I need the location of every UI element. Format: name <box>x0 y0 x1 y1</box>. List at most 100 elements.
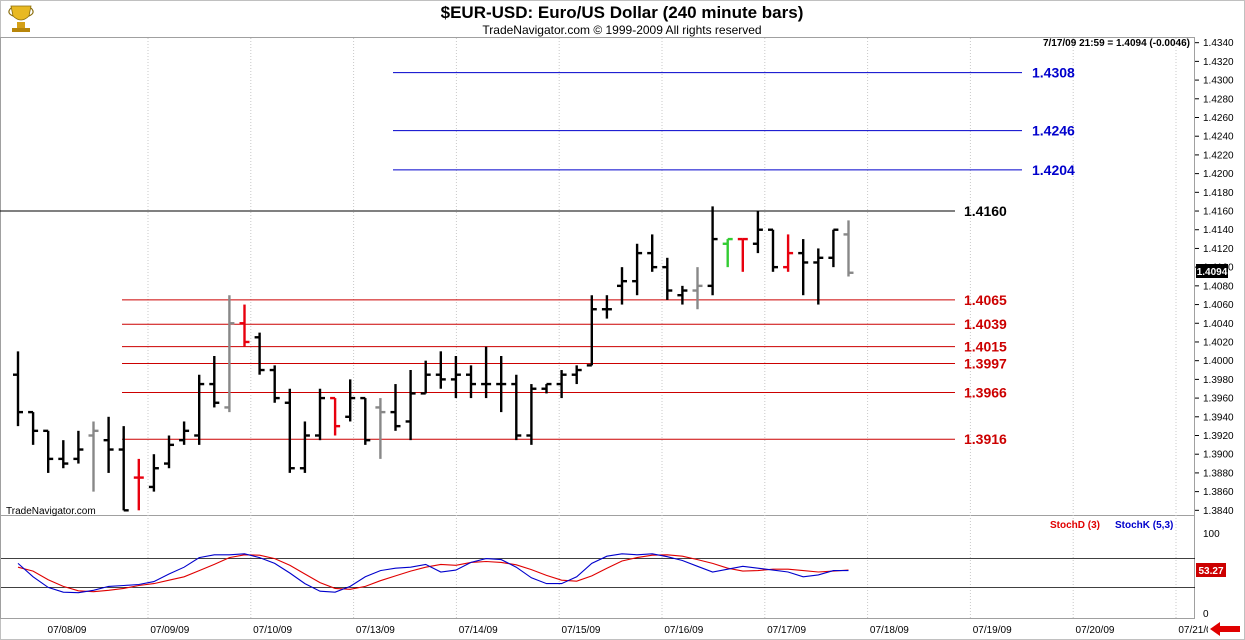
scroll-right-arrow-icon[interactable] <box>1208 621 1244 637</box>
ohlc-bar <box>269 365 280 403</box>
ohlc-bar <box>601 295 612 319</box>
ohlc-bar <box>617 267 627 305</box>
price-levels: 1.4308 1.4246 1.4204 1.4160 1.4065 1.4039 1.40… <box>0 65 1075 447</box>
ohlc-bar <box>768 228 778 272</box>
support-label: 1.4039 <box>964 316 1007 332</box>
ohlc-bar <box>133 458 144 511</box>
ohlc-bar <box>435 351 446 389</box>
date-label: 07/19/09 <box>973 625 1012 636</box>
ohlc-bar <box>813 248 824 305</box>
price-tick-label: 1.4180 <box>1203 188 1234 199</box>
ohlc-bar <box>783 234 794 272</box>
ohlc-bar <box>466 365 476 399</box>
ohlc-bar <box>722 237 733 268</box>
price-tick-label: 1.4280 <box>1203 94 1234 105</box>
ohlc-bar <box>299 421 310 473</box>
vertical-gridlines <box>147 38 1177 618</box>
date-label: 07/10/09 <box>253 625 292 636</box>
ohlc-bar <box>541 382 552 394</box>
last-price-box <box>1196 264 1228 278</box>
date-label: 07/14/09 <box>459 625 498 636</box>
ohlc-bar <box>224 295 235 413</box>
ohlc-bar <box>496 356 507 413</box>
ohlc-bar <box>692 267 703 310</box>
price-tick-label: 1.3880 <box>1203 468 1234 479</box>
price-tick-label: 1.3960 <box>1203 394 1234 405</box>
stoch-tick-label: 100 <box>1203 529 1220 540</box>
price-tick-label: 1.4000 <box>1203 356 1234 367</box>
last-price-label: 1.4094 <box>1197 267 1228 278</box>
price-tick-label: 1.4300 <box>1203 76 1234 87</box>
price-panel <box>0 37 1195 516</box>
price-tick-label: 1.4120 <box>1203 244 1234 255</box>
support-label: 1.4015 <box>964 339 1007 355</box>
stochd-line <box>17 554 849 593</box>
price-tick-label: 1.3860 <box>1203 487 1234 498</box>
stoch-last-label: 53.27 <box>1198 566 1223 577</box>
date-label: 07/20/09 <box>1076 625 1115 636</box>
price-tick-label: 1.4160 <box>1203 207 1234 218</box>
ohlc-bar <box>390 384 401 431</box>
support-label: 1.4065 <box>964 292 1007 308</box>
ohlc-bar <box>556 370 567 399</box>
ohlc-bar <box>360 396 371 445</box>
resistance-label: 1.4204 <box>1032 162 1075 178</box>
trophy-logo-icon <box>8 5 34 32</box>
price-tick-label: 1.4060 <box>1203 300 1234 311</box>
ohlc-bar <box>662 257 673 300</box>
ohlc-bar <box>284 388 295 473</box>
ohlc-bar <box>737 237 748 272</box>
stoch-tick-label: 0 <box>1203 609 1209 620</box>
price-tick-label: 1.4220 <box>1203 150 1234 161</box>
ohlc-bar <box>28 410 39 445</box>
ohlc-bar <box>148 454 159 492</box>
chart-title: $EUR-USD: Euro/US Dollar (240 minute bar… <box>441 3 804 22</box>
ohlc-bar <box>209 356 220 408</box>
ohlc-bar <box>632 243 643 296</box>
ohlc-bar <box>239 304 250 347</box>
ohlc-bar <box>103 416 114 473</box>
ohlc-bar <box>420 360 431 395</box>
ohlc-bar <box>526 384 537 445</box>
ohlc-bar <box>254 332 265 375</box>
legend-stochd: StochD (3) <box>1050 520 1100 531</box>
ohlc-bar <box>330 396 341 436</box>
pivot-label: 1.4160 <box>964 203 1007 219</box>
date-label: 07/17/09 <box>767 625 806 636</box>
ohlc-bar <box>511 374 522 441</box>
price-tick-label: 1.3840 <box>1203 506 1234 517</box>
ohlc-bar <box>88 421 99 492</box>
date-label: 07/18/09 <box>870 625 909 636</box>
support-label: 1.3997 <box>964 355 1007 371</box>
price-tick-label: 1.3980 <box>1203 375 1234 386</box>
chart-subtitle: TradeNavigator.com © 1999-2009 All right… <box>482 23 761 37</box>
price-tick-label: 1.3900 <box>1203 450 1234 461</box>
price-tick-label: 1.4140 <box>1203 225 1234 236</box>
ohlc-bar <box>571 365 582 385</box>
ohlc-bar <box>798 239 809 296</box>
ohlc-bar <box>752 211 763 254</box>
ohlc-bar <box>315 388 325 441</box>
price-tick-label: 1.4260 <box>1203 113 1234 124</box>
date-label: 07/09/09 <box>150 625 189 636</box>
price-tick-label: 1.4200 <box>1203 169 1234 180</box>
date-label: 07/13/09 <box>356 625 395 636</box>
ohlc-bar <box>194 374 205 445</box>
support-label: 1.3966 <box>964 384 1007 400</box>
watermark: TradeNavigator.com <box>6 506 96 517</box>
ohlc-bar <box>481 346 492 399</box>
price-tick-label: 1.3940 <box>1203 412 1234 423</box>
ohlc-bar <box>828 228 839 268</box>
ohlc-bar <box>73 430 84 464</box>
price-axis: 1.3840 1.3860 1.3880 1.3900 1.3920 1.3940 1.39… <box>1195 38 1234 517</box>
price-tick-label: 1.4080 <box>1203 281 1234 292</box>
price-tick-label: 1.4040 <box>1203 319 1234 330</box>
ohlc-bar <box>707 206 718 296</box>
ohlc-bar <box>586 295 597 367</box>
price-tick-label: 1.3920 <box>1203 431 1234 442</box>
resistance-label: 1.4308 <box>1032 65 1075 81</box>
ohlc-bar <box>13 351 23 427</box>
legend-stochk: StochK (5,3) <box>1115 520 1173 531</box>
